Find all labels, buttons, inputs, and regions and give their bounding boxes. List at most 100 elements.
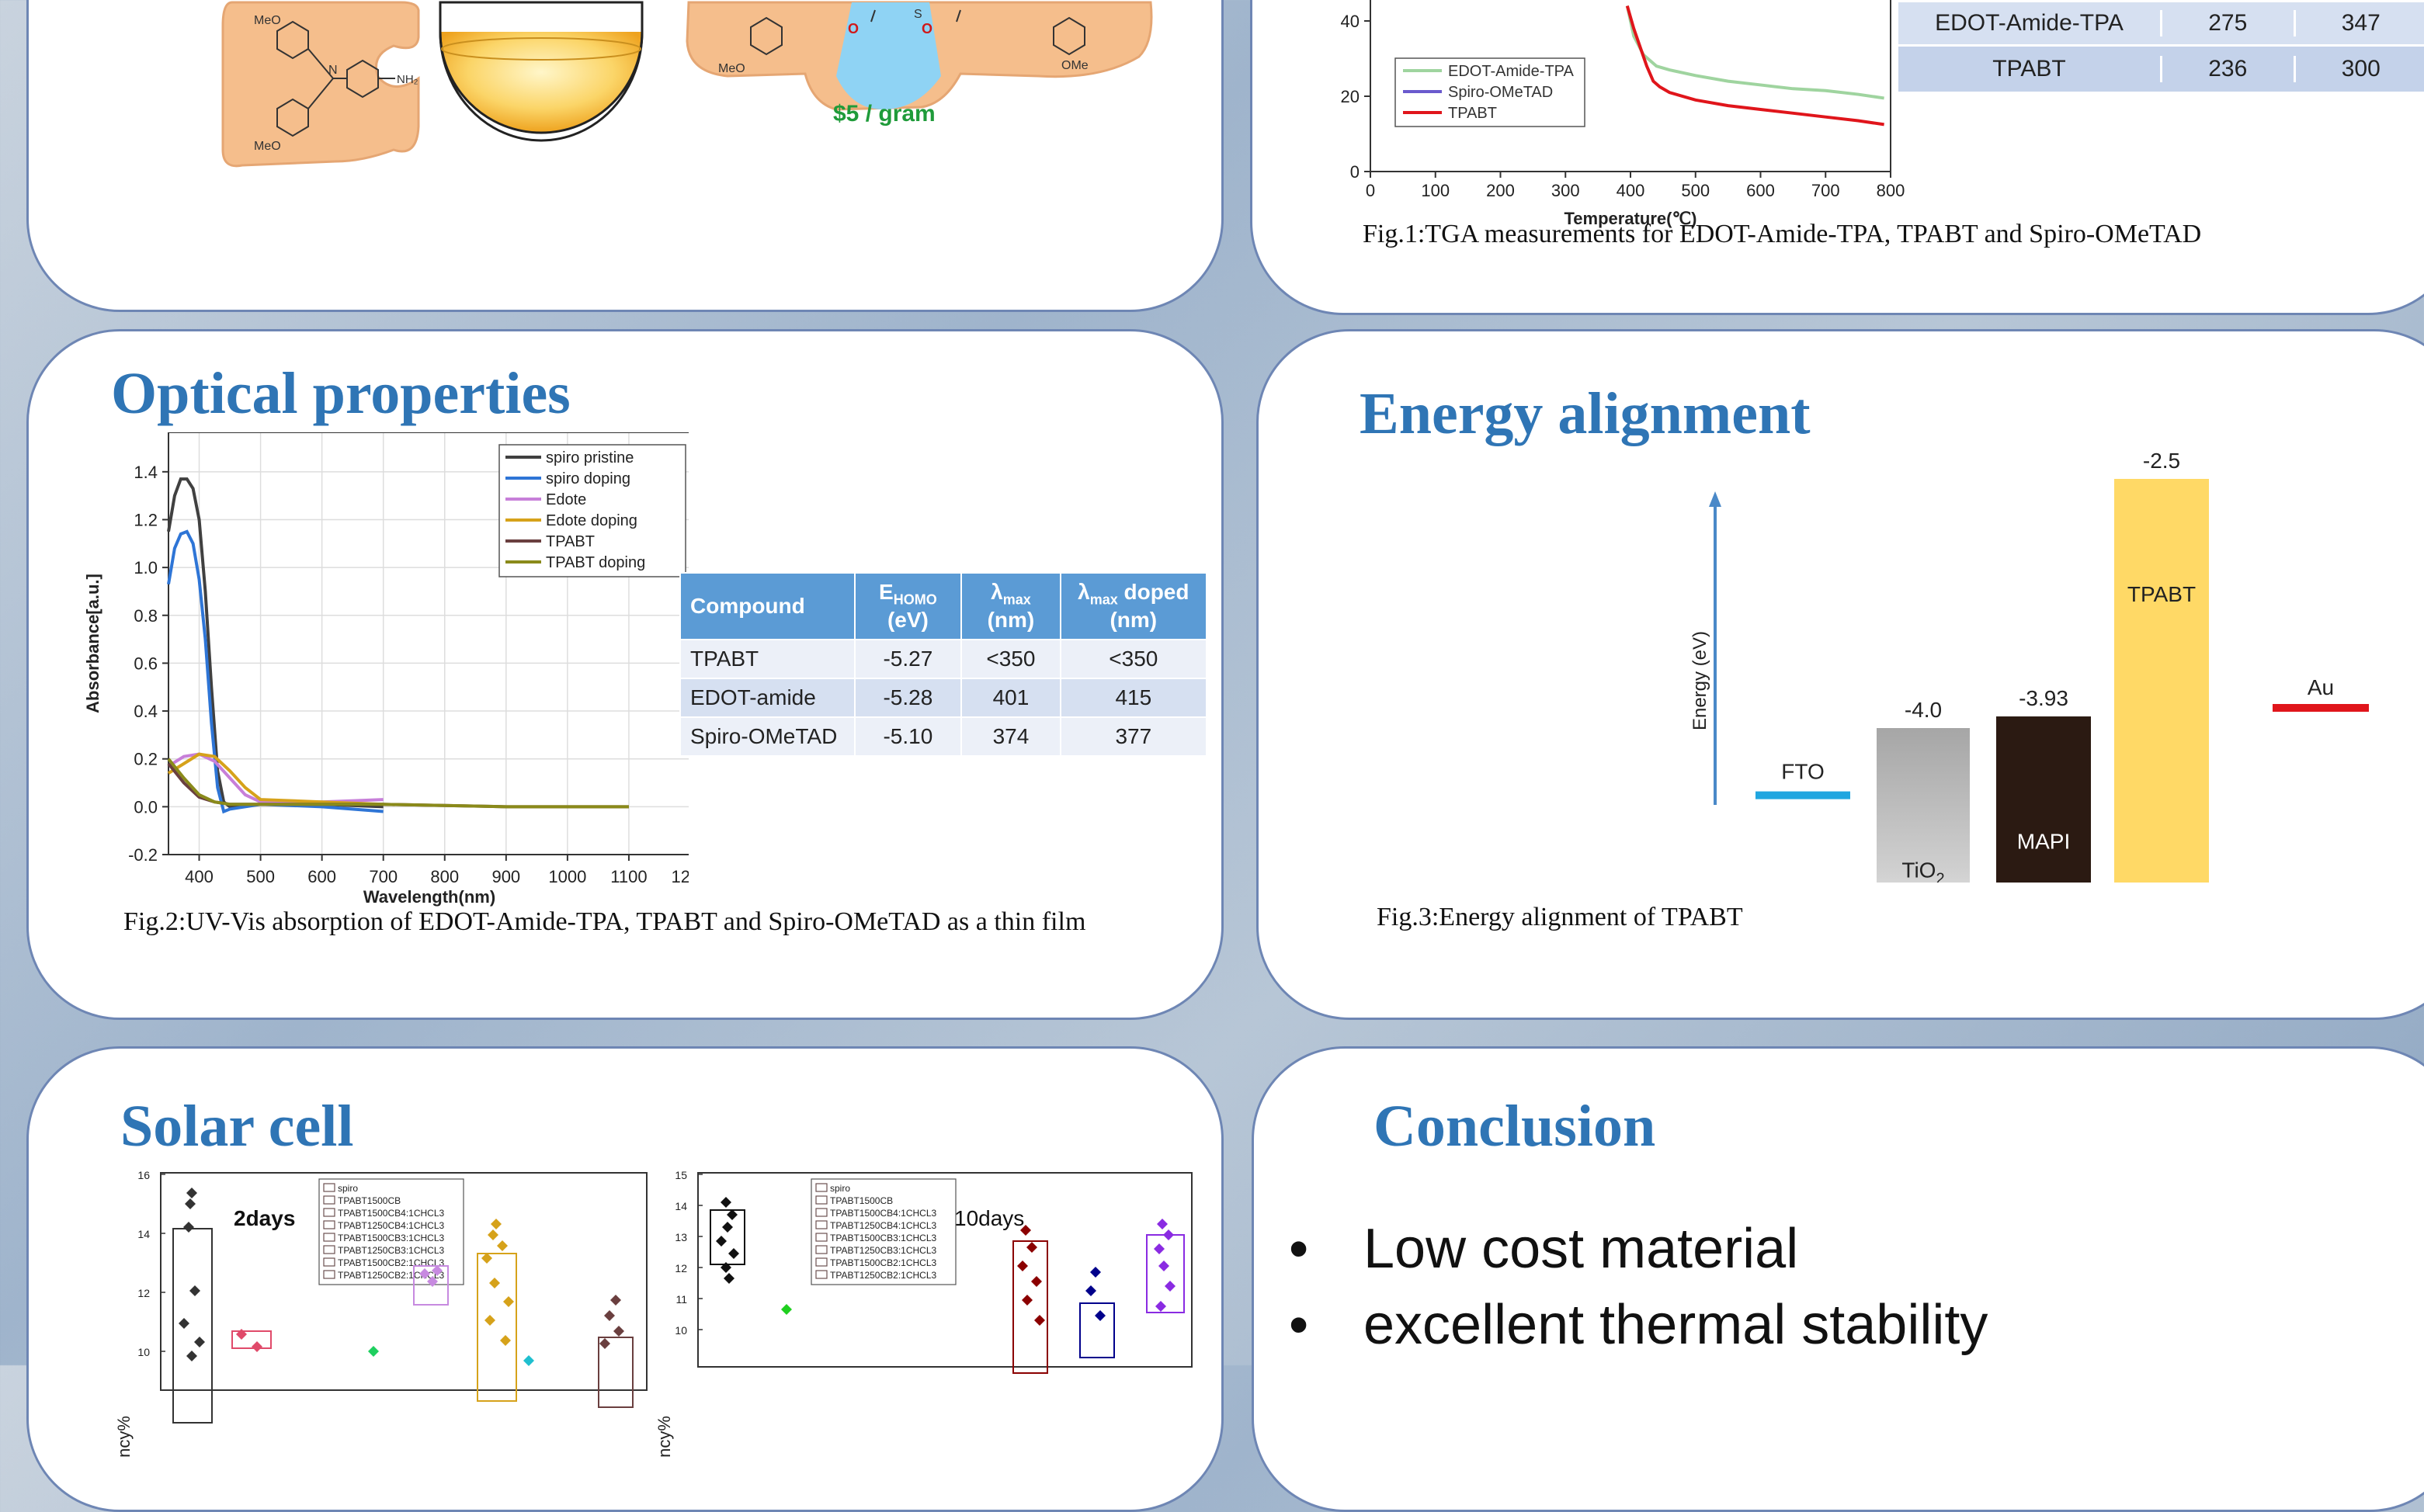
legend-label: TPABT1250CB2:1CHCL3 [830, 1270, 937, 1281]
x-tick-label: 400 [185, 867, 214, 886]
data-point [497, 1240, 508, 1251]
table-cell-value2: 300 [2294, 56, 2424, 82]
list-item: •Low cost material [1289, 1211, 1988, 1287]
meo-label-1: MeO [254, 14, 281, 27]
series-line [168, 759, 629, 807]
y-tick-label: 0.6 [134, 654, 158, 673]
cell-ehomo: -5.27 [855, 640, 962, 678]
y-tick-label: 11 [675, 1293, 687, 1306]
synthesis-panel: MeO N NH₂ MeO S O O MeO OMe $5 / gram [26, 0, 1224, 312]
solar-boxplots: 161412102daysspiroTPABT1500CBTPABT1500CB… [29, 1157, 1224, 1483]
y-tick-label: 0.8 [134, 606, 158, 626]
box [478, 1254, 516, 1401]
x-tick-label: 800 [430, 867, 459, 886]
edot-core-shape [836, 2, 941, 109]
energy-diagram: Energy (eV)FTO-4.0TiO2-3.93MAPI-5.43-2.5… [1445, 448, 2221, 883]
data-point [185, 1198, 196, 1209]
table-cell-compound: EDOT-Amide-TPA [1898, 10, 2160, 36]
flask-icon [440, 32, 642, 133]
y-tick-label: 1.4 [134, 463, 158, 482]
x-tick-label: 100 [1421, 181, 1450, 200]
box [1080, 1303, 1114, 1358]
conclusion-list: •Low cost material •excellent thermal st… [1289, 1211, 1988, 1363]
y-tick-label: 13 [675, 1231, 687, 1243]
x-tick-label: 500 [246, 867, 275, 886]
data-point [724, 1273, 734, 1284]
data-point [186, 1188, 197, 1198]
y-tick-label: 0 [1350, 162, 1360, 182]
mapi-top-label: -3.93 [2019, 686, 2068, 710]
y-tick-label: 10 [137, 1346, 150, 1358]
x-tick-label: 1100 [610, 867, 647, 886]
data-point [1163, 1229, 1174, 1240]
data-point [613, 1326, 624, 1337]
y-tick-label: 10 [675, 1324, 687, 1337]
data-point [500, 1335, 511, 1346]
data-point [604, 1310, 615, 1321]
y-tick-label: 1.0 [134, 558, 158, 577]
svg-text:O: O [848, 21, 859, 36]
list-item: •excellent thermal stability [1289, 1287, 1988, 1363]
series-line [1627, 6, 1884, 99]
data-point [599, 1338, 610, 1349]
x-tick-label: 0 [1366, 181, 1375, 200]
y-tick-label: 12 [675, 1262, 687, 1274]
cell-ehomo: -5.28 [855, 678, 962, 717]
energy-title: Energy alignment [1360, 384, 1811, 443]
y-tick-label: -0.2 [128, 845, 158, 865]
tpabt-band [2114, 479, 2209, 883]
legend-label: Spiro-OMeTAD [1448, 84, 1553, 101]
optical-title: Optical properties [111, 364, 571, 423]
meo-label-3: MeO [718, 62, 745, 75]
meo-label-2: MeO [254, 140, 281, 153]
solar-title: Solar cell [120, 1097, 353, 1156]
timepoint-label: 10days [954, 1206, 1024, 1230]
data-point [186, 1351, 197, 1361]
y-axis-label: ncy% [114, 1416, 134, 1458]
bullet-icon: • [1289, 1287, 1363, 1363]
data-point [1157, 1219, 1168, 1229]
reactant-shape [223, 2, 418, 166]
arrow-up-icon [1709, 491, 1721, 507]
data-point [523, 1355, 534, 1366]
legend-label: TPABT1250CB4:1CHCL3 [830, 1220, 937, 1231]
nh2-label: NH₂ [397, 73, 418, 86]
legend-label: TPABT1250CB3:1CHCL3 [338, 1245, 445, 1256]
data-point [722, 1222, 733, 1233]
cell-lmax: 401 [961, 678, 1060, 717]
bullet-icon: • [1289, 1211, 1363, 1287]
data-point [1022, 1295, 1033, 1306]
y-tick-label: 40 [1341, 12, 1360, 31]
series-line [1627, 6, 1884, 125]
data-point [491, 1219, 502, 1229]
data-point [368, 1346, 379, 1357]
data-point [484, 1315, 495, 1326]
data-point [1017, 1261, 1028, 1271]
timepoint-label: 2days [234, 1206, 295, 1230]
cell-ehomo: -5.10 [855, 717, 962, 756]
data-point [252, 1341, 262, 1352]
data-point [721, 1197, 731, 1208]
cell-ldoped: 377 [1061, 717, 1207, 756]
energy-caption: Fig.3:Energy alignment of TPABT [1377, 903, 1743, 932]
legend-label: TPABT1250CB4:1CHCL3 [338, 1220, 445, 1231]
cell-compound: TPABT [680, 640, 855, 678]
data-point [1026, 1242, 1037, 1253]
data-point [481, 1253, 492, 1264]
au-electrode: Au [2273, 670, 2397, 732]
data-point [781, 1304, 792, 1315]
y-tick-label: 0.2 [134, 750, 158, 769]
legend-label: TPABT1500CB [830, 1195, 893, 1206]
table-cell-compound: TPABT [1898, 56, 2160, 82]
x-tick-label: 1000 [548, 867, 586, 886]
cell-lmax: <350 [961, 640, 1060, 678]
x-tick-label: 500 [1681, 181, 1710, 200]
y-tick-label: 14 [675, 1200, 687, 1212]
legend-label: TPABT [546, 533, 595, 550]
header-lambda-max: λmax (nm) [961, 573, 1060, 640]
n-atom-label: N [328, 64, 338, 77]
x-tick-label: 900 [491, 867, 520, 886]
